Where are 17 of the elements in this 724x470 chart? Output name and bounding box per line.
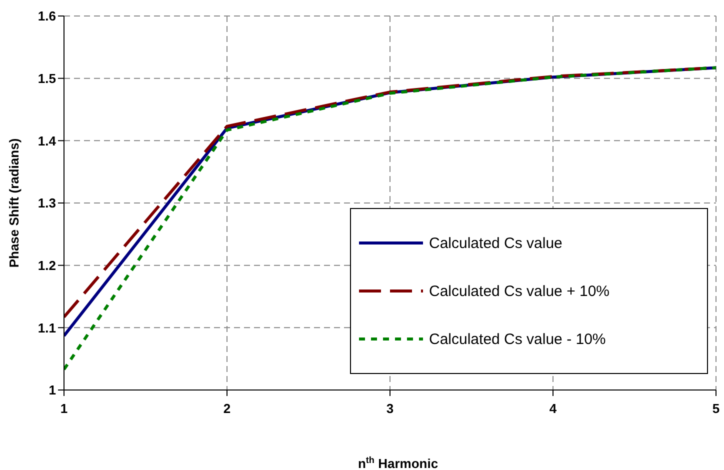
- legend-label: Calculated Cs value + 10%: [429, 282, 610, 300]
- legend-label: Calculated Cs value - 10%: [429, 330, 606, 348]
- x-tick-label: 5: [712, 401, 720, 416]
- y-tick-label: 1.3: [38, 196, 56, 211]
- y-tick-label: 1.2: [38, 258, 56, 273]
- y-tick-label: 1.6: [38, 8, 56, 24]
- x-tick-label: 1: [60, 401, 68, 416]
- legend-label: Calculated Cs value: [429, 234, 562, 252]
- x-tick-label: 2: [223, 401, 231, 416]
- y-tick-label: 1: [48, 382, 56, 398]
- x-tick-label: 3: [386, 401, 394, 416]
- y-axis-title: Phase Shift (radians): [6, 138, 22, 268]
- y-tick-label: 1.1: [38, 320, 56, 336]
- y-tick-label: 1.4: [38, 133, 57, 148]
- x-tick-label: 4: [549, 401, 558, 416]
- x-axis-title: n$^{th}$ Harmonic: [358, 455, 438, 470]
- y-tick-label: 1.5: [38, 70, 56, 86]
